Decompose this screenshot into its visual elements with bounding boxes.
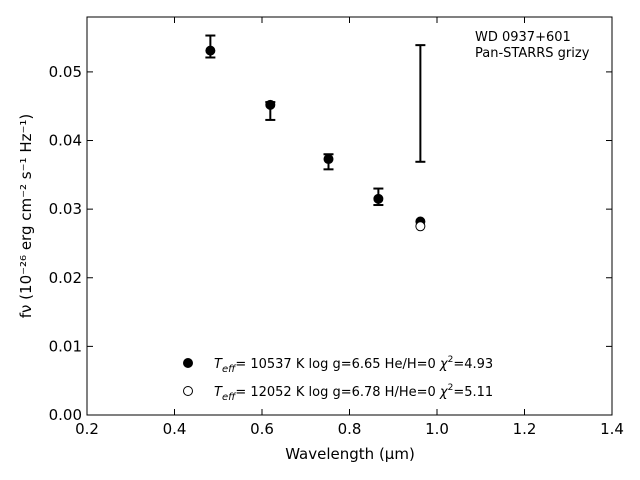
legend-entry-label: Teff= 10537 K log g=6.65 He/H=0 χ2=4.93 bbox=[214, 355, 493, 375]
x-tick-label: 1.4 bbox=[600, 420, 624, 438]
y-tick-label: 0.00 bbox=[49, 406, 82, 424]
legend: Teff= 10537 K log g=6.65 He/H=0 χ2=4.93 T… bbox=[183, 355, 493, 403]
axis-ticks: 0.2 0.4 0.6 0.8 1.0 1.2 1.4 0.00 0.01 0.02 0.03 0.0… bbox=[49, 17, 624, 438]
legend-filled-marker bbox=[183, 358, 193, 368]
y-tick-label: 0.01 bbox=[49, 337, 82, 355]
filled-model-point bbox=[323, 154, 334, 165]
y-tick-label: 0.04 bbox=[49, 132, 82, 150]
error-bars bbox=[205, 34, 426, 207]
y-axis-label: fν (10⁻²⁶ erg cm⁻² s⁻¹ Hz⁻¹) bbox=[17, 114, 35, 319]
x-tick-label: 0.2 bbox=[75, 420, 99, 438]
open-model-point bbox=[415, 221, 426, 232]
y-tick-label: 0.03 bbox=[49, 200, 82, 218]
annotation-object: WD 0937+601 bbox=[475, 30, 571, 45]
y-tick-label: 0.02 bbox=[49, 269, 82, 287]
data-markers bbox=[205, 45, 426, 232]
legend-open-marker bbox=[183, 386, 193, 396]
x-tick-label: 1.2 bbox=[513, 420, 537, 438]
x-tick-label: 1.0 bbox=[425, 420, 449, 438]
annotation-survey: Pan-STARRS grizy bbox=[475, 46, 590, 61]
filled-model-point bbox=[265, 99, 276, 110]
y-tick-label: 0.05 bbox=[49, 63, 82, 81]
x-tick-label: 0.8 bbox=[338, 420, 362, 438]
filled-model-point bbox=[373, 193, 384, 204]
x-tick-label: 0.6 bbox=[250, 420, 274, 438]
plot-frame bbox=[86, 16, 613, 416]
legend-entry-label: Teff= 12052 K log g=6.78 H/He=0 χ2=5.11 bbox=[214, 383, 493, 403]
x-axis-label: Wavelength (μm) bbox=[285, 445, 415, 463]
x-tick-label: 0.4 bbox=[163, 420, 187, 438]
error-bar bbox=[415, 44, 426, 163]
filled-model-point bbox=[205, 45, 216, 56]
